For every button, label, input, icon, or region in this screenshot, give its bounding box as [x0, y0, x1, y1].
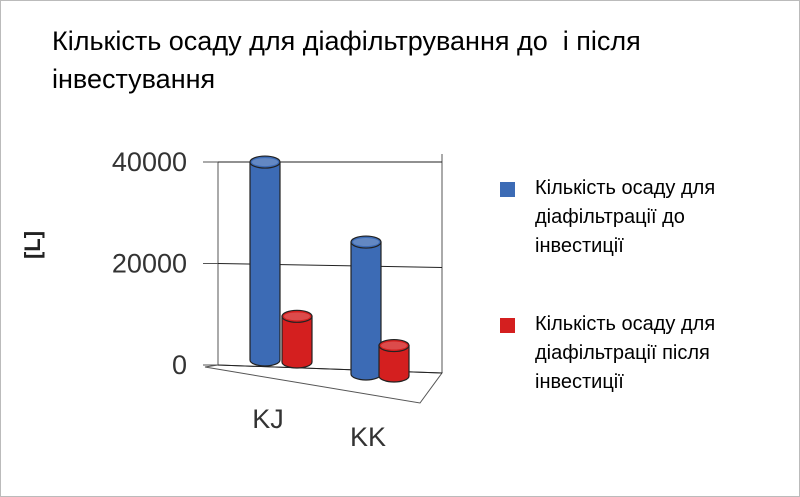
- bar-top: [350, 235, 382, 249]
- legend-swatch: [500, 318, 515, 333]
- bar-body: [281, 315, 313, 369]
- bar: [350, 235, 382, 381]
- legend-label: Кількість осаду для діафільтрації до інв…: [535, 177, 716, 257]
- bar-top: [281, 309, 313, 323]
- legend-label: Кількість осаду для діафільтрації після …: [535, 313, 716, 393]
- bar-top: [378, 338, 410, 353]
- y-tick-label: 20000: [112, 249, 187, 279]
- chart-title: Кількість осаду для діафільтрування до і…: [52, 26, 649, 94]
- bar: [281, 309, 313, 369]
- x-tick-label: KK: [350, 422, 386, 452]
- bar-body: [378, 344, 410, 383]
- bar-top-shine: [381, 341, 407, 350]
- x-tick-label: KJ: [252, 404, 284, 434]
- bar-top-shine: [353, 238, 379, 247]
- y-axis-label: [L]: [20, 231, 45, 259]
- legend-swatch: [500, 182, 515, 197]
- bar-top-shine: [252, 158, 278, 167]
- bar-top-shine: [284, 312, 310, 321]
- bar-body: [350, 241, 382, 381]
- bar: [249, 155, 281, 367]
- bar-top: [249, 155, 281, 169]
- y-tick-label: 0: [172, 350, 187, 380]
- y-tick-label: 40000: [112, 147, 187, 177]
- bar: [378, 338, 410, 383]
- bar-body: [249, 161, 281, 367]
